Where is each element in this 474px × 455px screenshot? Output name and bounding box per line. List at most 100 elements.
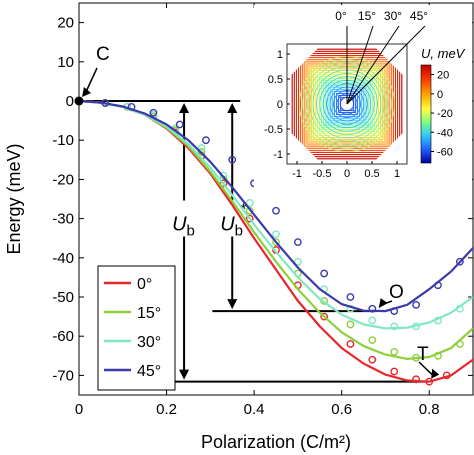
colorbar-tick-label: 0 bbox=[437, 89, 443, 101]
inset-colorbar bbox=[420, 64, 432, 164]
inset-contour-map: 0° 15° 30° 45° -1 -0.5 0 0.5 1 1 0.5 0 -0.5 -1 U, me… bbox=[254, 5, 472, 207]
x-tick-label: 0.4 bbox=[244, 401, 265, 418]
inset-contour-line bbox=[319, 76, 375, 132]
point-c-marker bbox=[74, 96, 84, 106]
y-tick-label: -10 bbox=[52, 132, 74, 149]
data-point bbox=[368, 304, 377, 313]
inset-x-tick-label: 0.5 bbox=[364, 168, 379, 180]
x-tick-label: 0 bbox=[75, 401, 83, 418]
data-point bbox=[412, 322, 420, 331]
x-axis-label: Polarization (C/m²) bbox=[201, 432, 351, 452]
energy-bar-label: Ub bbox=[220, 214, 243, 240]
arrowhead-down bbox=[227, 299, 238, 310]
inset-contour-line bbox=[314, 71, 380, 137]
arrowhead-o bbox=[378, 298, 388, 309]
arrow-t bbox=[418, 361, 434, 377]
data-point bbox=[455, 340, 464, 348]
plot-frame bbox=[78, 2, 474, 396]
data-point bbox=[245, 199, 254, 207]
energy-bar-label: Ub bbox=[172, 214, 195, 240]
inset-contour-line bbox=[316, 73, 378, 135]
data-point bbox=[390, 367, 399, 376]
legend-label: 0° bbox=[137, 276, 152, 293]
inset-angle-rays: 0° 15° 30° 45° bbox=[335, 9, 428, 105]
data-point bbox=[272, 230, 280, 239]
x-tick-label: 0.6 bbox=[331, 401, 352, 418]
data-point bbox=[272, 206, 280, 215]
data-point bbox=[245, 214, 254, 223]
data-point bbox=[455, 304, 464, 313]
legend-label: 30° bbox=[137, 334, 161, 351]
data-point bbox=[442, 371, 451, 380]
inset-y-tick-label: 0.5 bbox=[268, 74, 283, 86]
inset-ray bbox=[346, 25, 374, 105]
y-tick-label: -20 bbox=[52, 171, 74, 188]
inset-y-tick-label: -1 bbox=[273, 149, 283, 161]
legend-label: 15° bbox=[137, 305, 161, 322]
energy-bar-label-bg bbox=[166, 200, 203, 237]
data-point bbox=[149, 108, 158, 117]
data-point bbox=[412, 300, 420, 309]
data-point bbox=[202, 136, 210, 145]
inset-x-tick-label: 0 bbox=[344, 168, 350, 180]
arrowhead-down bbox=[179, 369, 190, 380]
inset-contour-line bbox=[325, 82, 369, 126]
x-tick-label: 0.2 bbox=[156, 401, 177, 418]
x-axis-ticks: 0 0.2 0.4 0.6 0.8 bbox=[75, 3, 440, 418]
arrowhead-t bbox=[431, 368, 440, 379]
data-point bbox=[434, 281, 442, 290]
inset-colorbar-title: U, meV bbox=[421, 46, 466, 61]
inset-x-tick-label: -0.5 bbox=[313, 168, 332, 180]
legend-label: 45° bbox=[137, 363, 161, 380]
data-point bbox=[434, 351, 442, 360]
inset-contour-line bbox=[321, 78, 373, 130]
inset-y-tick-label: 0 bbox=[277, 99, 283, 111]
inset-contour-line bbox=[308, 65, 386, 143]
y-tick-label: -60 bbox=[52, 328, 74, 345]
label-o: O bbox=[389, 282, 404, 303]
colorbar-tick-label: -60 bbox=[437, 146, 453, 158]
inset-axis-ticks: -1 -0.5 0 0.5 1 1 0.5 0 -0.5 -1 bbox=[264, 49, 400, 180]
inset-y-tick-label: -0.5 bbox=[264, 124, 283, 136]
point-annotations: C O T bbox=[74, 44, 440, 379]
inset-ray bbox=[346, 25, 400, 105]
legend: 0° 15° 30° 45° bbox=[97, 265, 176, 391]
colorbar-tick-label: 20 bbox=[437, 70, 449, 82]
y-tick-label: 20 bbox=[57, 15, 74, 32]
data-point bbox=[455, 257, 464, 266]
data-point bbox=[412, 353, 420, 362]
data-point bbox=[320, 312, 329, 321]
colorbar-tick-label: -20 bbox=[437, 108, 453, 120]
inset-colorbar-ticks: 20 0 -20 -40 -60 bbox=[431, 70, 453, 158]
x-tick-label: 0.8 bbox=[419, 401, 440, 418]
colorbar-tick-label: -40 bbox=[437, 127, 453, 139]
arrowhead-c bbox=[82, 87, 91, 97]
inset-angle-label: 45° bbox=[410, 9, 428, 23]
inset-angle-label: 30° bbox=[384, 9, 402, 23]
data-point bbox=[346, 340, 355, 348]
data-point bbox=[175, 120, 184, 129]
data-point bbox=[390, 307, 399, 316]
y-tick-label: -30 bbox=[52, 211, 74, 228]
data-point bbox=[293, 257, 302, 266]
data-point bbox=[390, 347, 399, 356]
data-point bbox=[434, 316, 442, 325]
data-point bbox=[272, 238, 280, 247]
series-line bbox=[79, 99, 473, 313]
data-point bbox=[320, 269, 329, 278]
data-point bbox=[346, 293, 355, 301]
inset-contour-line bbox=[331, 88, 363, 120]
data-point bbox=[197, 144, 206, 152]
inset-contour-line bbox=[306, 63, 388, 145]
data-point bbox=[101, 99, 110, 107]
data-point bbox=[390, 322, 399, 331]
arrowhead-up bbox=[227, 103, 238, 113]
data-point bbox=[228, 155, 237, 164]
inset-x-tick-label: -1 bbox=[292, 168, 302, 180]
data-point bbox=[346, 320, 355, 329]
inset-background bbox=[254, 5, 472, 207]
inset-contour-line bbox=[338, 95, 356, 113]
data-point bbox=[412, 375, 420, 384]
data-point bbox=[368, 336, 377, 345]
inset-angle-label: 15° bbox=[358, 9, 376, 23]
